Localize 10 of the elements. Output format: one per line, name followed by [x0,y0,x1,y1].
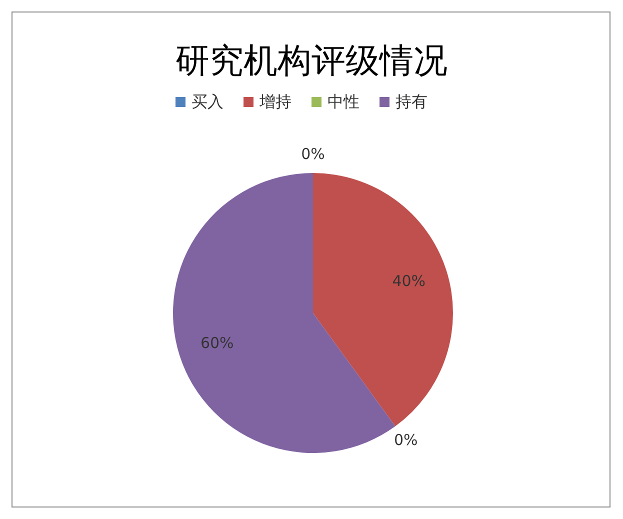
legend-label: 买入 [192,92,224,111]
data-label: 40% [392,272,426,290]
legend-label: 中性 [328,92,360,111]
legend-label: 持有 [396,92,428,111]
legend-label: 增持 [258,92,292,111]
text: 0% [301,145,325,164]
data-label: 60% [200,334,234,352]
pie-slice [313,173,453,426]
chart-title: 研究机构评级情况 [176,41,448,81]
text: 0% [394,430,418,449]
